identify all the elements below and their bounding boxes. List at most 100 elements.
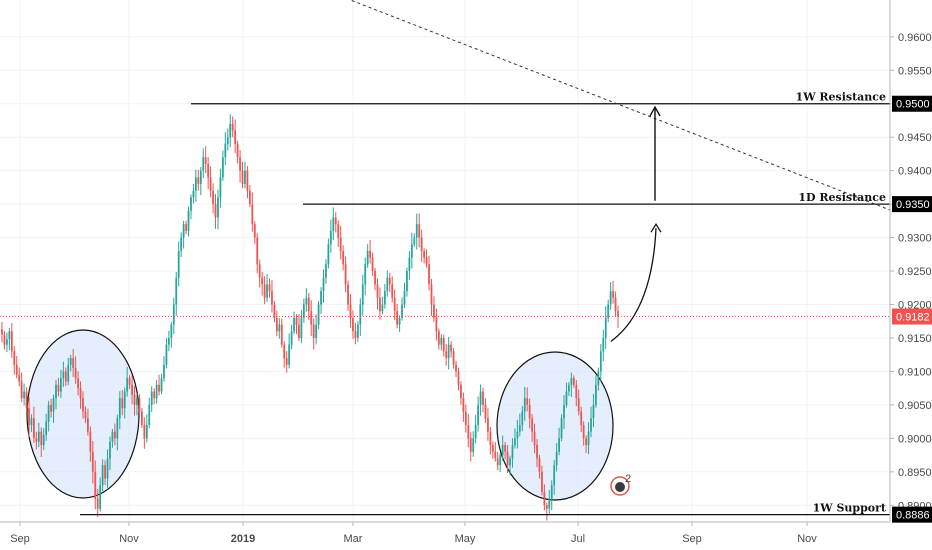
- candle-body: [582, 424, 585, 439]
- candle-body: [74, 368, 77, 379]
- candle-body: [126, 378, 129, 392]
- candle-body: [155, 384, 158, 399]
- candle-body: [47, 404, 50, 422]
- price-axis-background: [890, 0, 932, 550]
- candle-body: [349, 304, 352, 318]
- candle-body: [60, 378, 62, 392]
- candle-body: [315, 324, 318, 338]
- annotations: [349, 0, 891, 342]
- time-axis[interactable]: Sep Nov 2019 Mar May Jul Sep Nov: [0, 521, 890, 550]
- candle-body: [555, 451, 558, 466]
- level-price-tag: [892, 196, 932, 213]
- candle-body: [42, 435, 45, 446]
- price-tick-label: 0.9600: [898, 32, 932, 44]
- candle-body: [209, 177, 212, 191]
- candle-body: [528, 404, 531, 419]
- candle-body: [496, 458, 499, 466]
- candle-body: [560, 418, 563, 439]
- candle-body: [320, 291, 322, 305]
- candle-body: [590, 418, 592, 432]
- candle-body: [548, 498, 551, 509]
- candle-body: [609, 291, 612, 305]
- candle-body: [425, 257, 428, 265]
- time-tick-label: Nov: [119, 533, 139, 545]
- logo-badge: 2: [625, 473, 631, 485]
- candle-body: [190, 197, 192, 211]
- candle-body: [568, 384, 570, 392]
- candle-body: [442, 337, 445, 352]
- candle-body: [13, 351, 16, 365]
- candle-body: [145, 424, 148, 439]
- candle-body: [580, 411, 583, 425]
- candle-body: [477, 404, 480, 425]
- candle-body: [359, 304, 362, 325]
- candle-body: [347, 284, 349, 305]
- candle-body: [244, 170, 246, 185]
- candle-body: [84, 411, 87, 419]
- candle-body: [592, 404, 595, 419]
- candle-body: [354, 331, 357, 338]
- candle-body: [327, 244, 330, 265]
- candle-body: [89, 431, 92, 452]
- candle-body: [18, 374, 21, 382]
- candle-body: [25, 391, 28, 409]
- candle-body: [271, 291, 273, 305]
- candle-body: [163, 364, 165, 379]
- candle-body: [185, 224, 187, 231]
- candles: [1, 114, 619, 521]
- candle-body: [558, 438, 560, 452]
- candle-body: [339, 237, 342, 251]
- candle-body: [322, 277, 325, 292]
- candle-body: [585, 438, 587, 446]
- candle-body: [261, 277, 264, 285]
- candle-body: [285, 358, 288, 365]
- candle-body: [40, 431, 43, 446]
- candle-body: [437, 331, 440, 345]
- candle-body: [597, 371, 600, 385]
- level-price-tag: [892, 95, 932, 112]
- candle-body: [194, 177, 197, 191]
- candle-body: [293, 317, 295, 332]
- candle-body: [15, 364, 18, 375]
- candle-body: [67, 364, 70, 382]
- candle-body: [86, 418, 89, 432]
- candle-body: [440, 337, 443, 345]
- candle-body: [91, 451, 94, 472]
- candle-body: [251, 204, 254, 225]
- candle-body: [45, 421, 48, 435]
- price-tick-label: 0.9550: [898, 65, 932, 77]
- candle-body: [398, 317, 401, 325]
- candle-body: [64, 371, 67, 382]
- candle-body: [403, 291, 406, 305]
- candle-body: [317, 304, 320, 325]
- candle-body: [3, 334, 6, 345]
- candle-body: [280, 324, 283, 345]
- candle-body: [342, 250, 345, 265]
- candle-body: [148, 404, 151, 425]
- price-axis[interactable]: 0.89000.89500.90000.90500.91000.91500.92…: [889, 0, 932, 550]
- candle-body: [450, 344, 453, 352]
- time-tick-label: Nov: [797, 533, 817, 545]
- candle-body: [123, 391, 126, 409]
- candle-body: [300, 317, 303, 338]
- candle-body: [10, 331, 13, 352]
- candle-body: [374, 271, 376, 285]
- candle-body: [82, 398, 84, 412]
- candle-body: [143, 424, 146, 439]
- candle-body: [501, 445, 504, 456]
- candle-body: [239, 157, 241, 171]
- candle-body: [234, 130, 237, 144]
- candle-body: [128, 378, 131, 385]
- candle-body: [275, 317, 278, 332]
- candle-body: [153, 391, 156, 399]
- candle-body: [516, 431, 519, 439]
- candle-body: [572, 378, 575, 385]
- candle-body: [214, 204, 217, 218]
- candle-body: [121, 398, 124, 409]
- candle-body: [506, 451, 509, 466]
- current-price-tag: [892, 308, 932, 325]
- candle-body: [109, 441, 111, 459]
- candle-body: [401, 304, 403, 318]
- candle-body: [587, 431, 590, 446]
